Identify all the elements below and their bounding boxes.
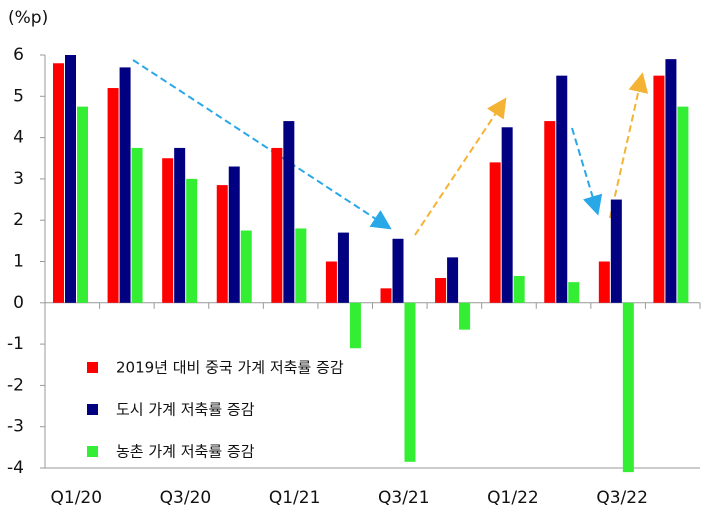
bar <box>349 302 361 349</box>
bar <box>131 147 143 303</box>
legend-swatch <box>87 404 98 415</box>
bar <box>489 162 501 303</box>
bar <box>295 228 307 303</box>
bar <box>119 67 131 303</box>
annotations <box>132 59 649 236</box>
x-tick-label: Q3/20 <box>160 488 212 508</box>
bar <box>107 88 119 303</box>
bar <box>325 261 337 303</box>
legend-swatch <box>87 362 98 373</box>
trend-arrow <box>132 59 392 230</box>
bar <box>271 147 283 303</box>
bar <box>653 75 665 303</box>
y-tick-label: 5 <box>13 86 24 106</box>
bar <box>665 59 677 303</box>
bar <box>240 230 252 303</box>
bar <box>216 185 228 303</box>
y-tick-label: -2 <box>7 375 24 395</box>
bar <box>622 302 634 473</box>
legend-label: 2019년 대비 중국 가계 저축률 증감 <box>116 359 344 377</box>
legend-label: 농촌 가계 저축률 증감 <box>116 443 255 461</box>
y-tick-label: 2 <box>13 210 24 230</box>
bar <box>501 127 513 303</box>
legend-swatch <box>87 446 98 457</box>
bar <box>568 282 580 303</box>
trend-arrow <box>609 72 649 219</box>
bar <box>162 158 174 303</box>
bar <box>65 55 76 303</box>
bar <box>447 257 459 303</box>
trend-arrow <box>571 127 603 216</box>
y-tick-label: 4 <box>13 128 24 148</box>
bar <box>513 275 525 303</box>
x-tick-label: Q1/22 <box>487 488 539 508</box>
bar <box>380 288 392 303</box>
bar <box>392 238 404 303</box>
y-tick-label: -1 <box>7 334 24 354</box>
y-tick-label: 1 <box>13 252 24 272</box>
y-tick-label: -4 <box>7 458 24 478</box>
x-tick-label: Q1/20 <box>51 488 103 508</box>
x-tick-label: Q1/21 <box>269 488 321 508</box>
y-axis-label: (%p) <box>8 8 48 28</box>
bar <box>186 178 198 303</box>
y-tick-label: 0 <box>13 293 24 313</box>
trend-arrow <box>414 97 507 236</box>
bar <box>404 302 416 462</box>
bar <box>435 278 447 303</box>
bar <box>544 121 556 303</box>
bar <box>77 106 88 303</box>
legend-label: 도시 가계 저축률 증감 <box>116 401 255 419</box>
bar <box>556 75 568 303</box>
bar <box>337 232 349 303</box>
x-tick-label: Q3/22 <box>596 488 648 508</box>
x-tick-label: Q3/21 <box>378 488 430 508</box>
y-tick-label: 6 <box>13 45 24 65</box>
y-tick-label: 3 <box>13 169 24 189</box>
bar <box>53 63 64 303</box>
bar <box>610 199 622 303</box>
y-tick-label: -3 <box>7 417 24 437</box>
bar <box>677 106 689 303</box>
bar <box>174 147 186 303</box>
bar <box>283 121 295 303</box>
bar <box>228 166 240 303</box>
bar <box>459 302 471 330</box>
bar <box>598 261 610 303</box>
